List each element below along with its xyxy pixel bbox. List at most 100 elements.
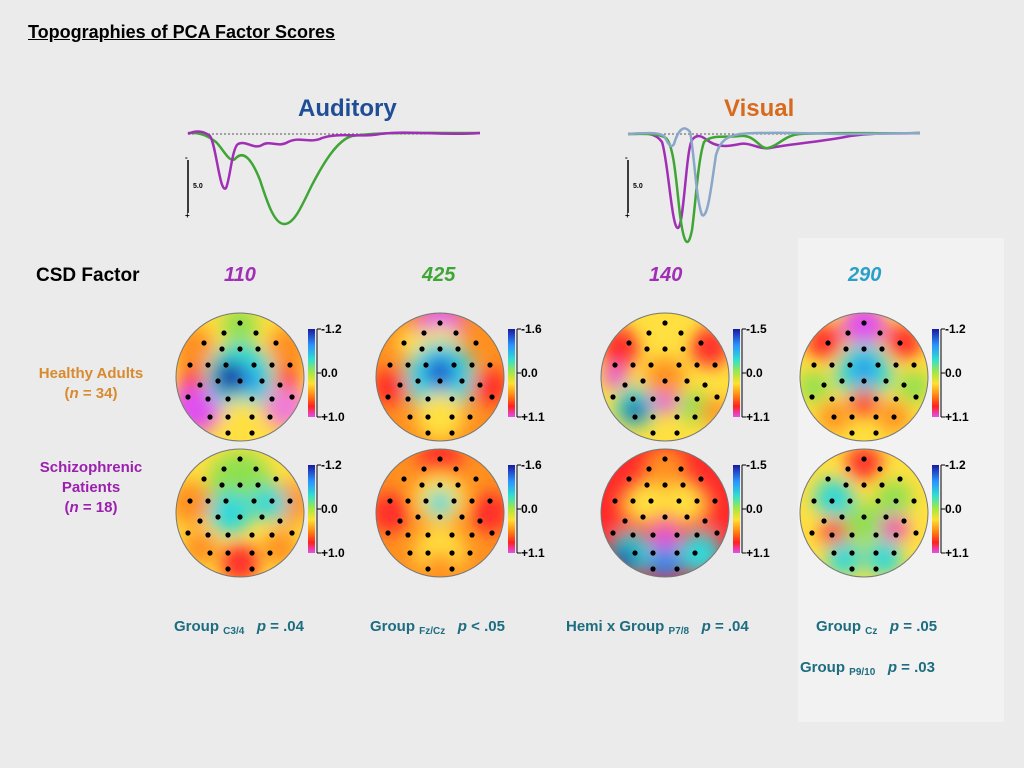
electrode-dot [702,382,708,388]
electrode-dot [873,414,879,420]
electrode-dot [419,482,425,488]
electrode-dot [680,346,686,352]
electrode-dot [225,396,231,402]
factor-label-110: 110 [224,264,256,286]
electrode-dot [875,362,881,368]
electrode-dot [630,498,636,504]
electrode-dot [849,566,855,572]
electrode-dot [215,514,221,520]
electrode-dot [421,466,427,472]
electrode-dot [453,330,459,336]
scale-bottom-label: +1.1 [945,410,969,424]
scale-top-label: -1.2 [321,322,342,336]
group-label-healthy: Healthy Adults (n = 34) [38,365,144,402]
electrode-dot [385,394,391,400]
electrode-dot [684,378,690,384]
electrode-dot [385,530,391,536]
stat-290-p910: Group P9/10 p = .03 [800,659,935,678]
scale-bottom-label: +1.0 [321,546,345,560]
electrode-dot [269,362,275,368]
electrode-dot [714,530,720,536]
electrode-dot [249,414,255,420]
auditory-title: Auditory [298,95,397,122]
electrode-dot [650,430,656,436]
electrode-dot [650,414,656,420]
topomap-head [175,312,305,442]
electrode-dot [267,414,273,420]
electrode-dot [397,518,403,524]
electrode-dot [269,532,275,538]
electrode-dot [911,362,917,368]
scale-mid-label: 0.0 [945,502,962,516]
electrode-dot [692,414,698,420]
electrode-dot [650,566,656,572]
electrode-dot [821,382,827,388]
electrode-dot [237,346,243,352]
scale-top-label: -1.2 [945,458,966,472]
electrode-dot [453,466,459,472]
electrode-dot [289,394,295,400]
electrode-dot [676,362,682,368]
electrode-dot [662,378,668,384]
electrode-dot [873,566,879,572]
electrode-dot [674,430,680,436]
topomap-head [600,312,730,442]
color-scale: -1.6 0.0 +1.1 [508,458,545,560]
electrode-dot [449,550,455,556]
electrode-dot [680,482,686,488]
electrode-dot [861,482,867,488]
electrode-dot [287,498,293,504]
electrode-dot [901,518,907,524]
electrode-dot [825,476,831,482]
color-scale: -1.5 0.0 +1.1 [733,322,770,424]
electrode-dot [451,498,457,504]
electrode-dot [251,362,257,368]
electrode-dot [694,362,700,368]
electrode-dot [714,394,720,400]
visual-waveform: - 5.0 + [625,127,921,244]
schizophrenic-waveform [627,131,921,230]
n-value: = 34) [78,385,118,402]
scale-top-mark: - [625,153,628,162]
electrode-dot [251,498,257,504]
electrode-dot [644,346,650,352]
electrode-dot [253,466,259,472]
electrode-dot [626,340,632,346]
electrode-dot [237,514,243,520]
electrode-dot [437,514,443,520]
electrode-dot [913,530,919,536]
electrode-dot [901,382,907,388]
electrode-dot [249,550,255,556]
electrode-dot [650,396,656,402]
scale-bottom-mark: + [185,211,190,220]
electrode-dot [897,476,903,482]
electrode-dot [437,346,443,352]
electrode-dot [861,514,867,520]
electrode-dot [387,362,393,368]
electrode-dot [650,532,656,538]
electrode-dot [646,330,652,336]
electrode-dot [893,532,899,538]
electrode-dot [662,482,668,488]
electrode-dot [650,550,656,556]
electrode-dot [225,430,231,436]
electrode-dot [425,396,431,402]
electrode-dot [205,498,211,504]
electrode-dot [207,414,213,420]
color-scale: -1.6 0.0 +1.1 [508,322,545,424]
electrode-dot [674,550,680,556]
electrode-dot [845,466,851,472]
color-scale: -1.2 0.0 +1.0 [308,322,345,424]
electrode-dot [425,532,431,538]
electrode-dot [201,476,207,482]
electrode-dot [221,330,227,336]
scale-mid-label: 0.0 [521,502,538,516]
electrode-dot [893,362,899,368]
electrode-dot [185,394,191,400]
electrode-dot [662,320,668,326]
scale-bottom-label: +1.1 [521,410,545,424]
electrode-dot [469,532,475,538]
electrode-dot [646,466,652,472]
scale-top-label: -1.2 [945,322,966,336]
electrode-dot [640,378,646,384]
